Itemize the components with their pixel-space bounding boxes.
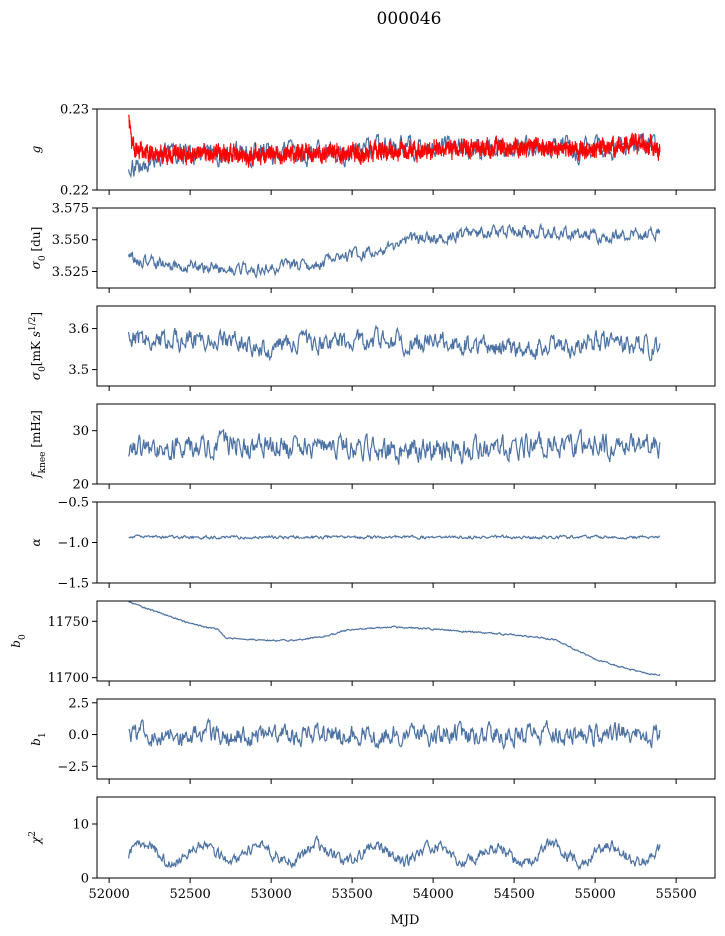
panel-2-frame [96,207,716,289]
panel-7-frame [96,698,716,780]
panel-6-ytick-label-2: 11750 [48,615,89,630]
panel-2-ytick-label-2: 3.550 [52,233,89,248]
panel-3-frame [96,305,716,387]
panel-7: −2.5 0.0 2.5 b1 [29,696,716,784]
panel-7-ytick-label-3: 2.5 [68,696,89,711]
panel-2: 3.525 3.550 3.575 σ0 [du] [29,202,716,293]
x-tick-label-1: 52000 [88,887,129,902]
x-tick-label-6: 54500 [493,887,534,902]
panels: 0.22 0.23 g 3.525 3.550 3.575 σ0 [du] 3.5 3.6 σ0[… [9,103,716,902]
panel-4-ytick-label-2: 30 [72,424,89,439]
panel-5-ylabel: α [29,538,43,546]
panel-5-ytick-label-1: −1.5 [57,577,89,592]
figure-title: 000046 [377,9,442,29]
panel-1-series-2 [128,114,661,168]
panel-1-frame [96,108,716,191]
panel-6-ylabel: b0 [9,634,28,648]
panel-7-series-1 [128,717,661,751]
panel-8-frame [96,796,716,879]
panel-5-frame [96,501,716,584]
panel-4: 20 30 fknee [mHz] [29,403,716,493]
panel-1-ytick-label-1: 0.22 [60,184,89,199]
panel-4-ytick-label-1: 20 [72,478,89,493]
panel-7-ylabel: b1 [29,732,48,745]
x-tick-label-7: 55000 [574,887,615,902]
panel-7-ytick-label-1: −2.5 [57,760,89,775]
panel-3-ytick-label-1: 3.5 [68,363,89,378]
panel-7-ytick-label-2: 0.0 [68,728,89,743]
panel-8: 0 10 52000 52500 53000 53500 54000 54500 55000 55… [28,796,716,902]
panel-6-ytick-label-1: 11700 [48,671,89,686]
panel-1: 0.22 0.23 g [29,103,716,199]
panel-2-series-1 [128,222,661,279]
panel-5-series-1 [128,534,661,541]
x-tick-label-3: 53000 [250,887,291,902]
panel-1-ylabel: g [29,145,43,153]
panel-6-frame [96,600,716,682]
panel-5-ytick-label-2: −1.0 [57,536,89,551]
panel-5: −1.5 −1.0 −0.5 α [29,496,716,592]
x-axis-label: MJD [391,913,420,928]
panel-8-ytick-label-1: 0 [81,872,89,887]
panel-4-series-1 [128,428,661,465]
x-tick-label-5: 54000 [412,887,453,902]
panel-3-ylabel: σ0[mK s1/2] [28,312,48,380]
panel-8-series-1 [128,834,661,871]
x-tick-label-8: 55500 [655,887,696,902]
panel-3-ytick-label-2: 3.6 [68,322,89,337]
panel-3: 3.5 3.6 σ0[mK s1/2] [28,305,716,391]
panel-5-ytick-label-3: −0.5 [57,496,89,511]
panel-4-ylabel: fknee [mHz] [29,410,48,479]
x-tick-label-4: 53500 [331,887,372,902]
panel-6: 11700 11750 b0 [9,600,716,686]
x-tick-label-2: 52500 [169,887,210,902]
panel-6-series-1 [128,601,661,676]
panel-4-frame [96,403,716,485]
panel-2-ylabel: σ0 [du] [29,227,48,270]
panel-8-ylabel: χ2 [28,831,43,845]
panel-8-ytick-label-2: 10 [72,818,89,833]
panel-2-ytick-label-1: 3.525 [52,265,89,280]
panel-3-series-1 [128,324,661,362]
panel-2-ytick-label-3: 3.575 [52,202,89,217]
panel-1-ytick-label-2: 0.23 [60,103,89,118]
